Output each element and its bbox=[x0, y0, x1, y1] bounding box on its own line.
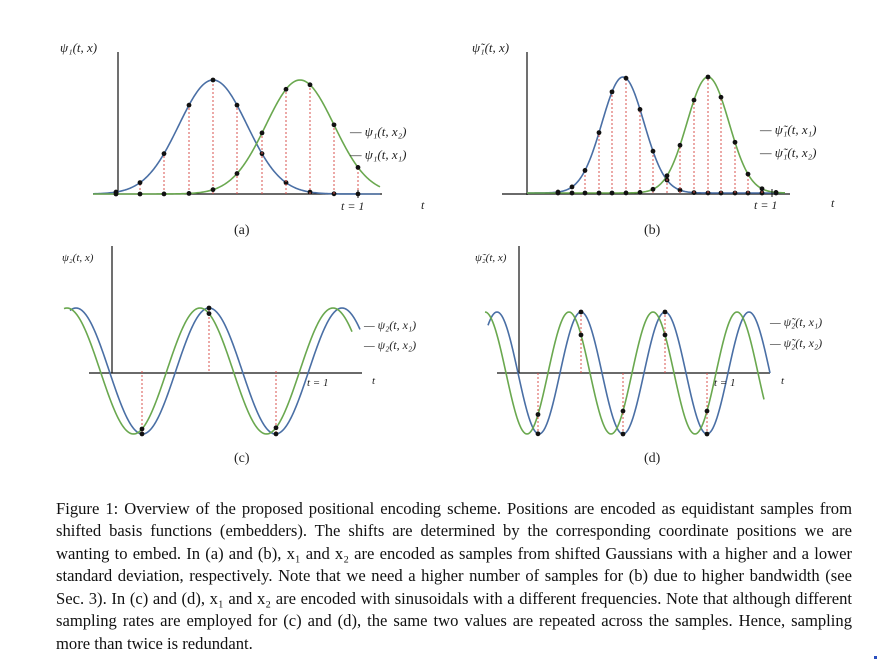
x1-sample-point bbox=[234, 171, 240, 176]
x1-sample-point bbox=[259, 130, 265, 136]
y-axis-label: ψ₂(t, x) bbox=[62, 252, 94, 264]
panel-label: (c) bbox=[234, 451, 250, 466]
legend-entry-2: — ψ̃₂(t, x₂) bbox=[769, 336, 822, 350]
x2-sample-point bbox=[206, 311, 212, 317]
x1-sample-point bbox=[704, 431, 710, 437]
legend-entry-2: — ψ₂(t, x₂) bbox=[363, 338, 416, 352]
x2-sample-point bbox=[637, 189, 643, 195]
x1-sample-point bbox=[137, 191, 143, 197]
x2-sample-point bbox=[732, 139, 738, 145]
legend-entry-1: — ψ̃₂(t, x₁) bbox=[769, 315, 822, 329]
x1-sample-point bbox=[355, 164, 361, 170]
x2-sample-point bbox=[234, 102, 240, 108]
x2-sample-point bbox=[662, 332, 668, 338]
tick-label: t = 1 bbox=[754, 198, 777, 212]
x2-sample-point bbox=[705, 74, 711, 80]
t-axis-label: t bbox=[421, 198, 425, 212]
legend-entry-1: — ψ̃₁(t, x₁) bbox=[759, 122, 816, 137]
x2-sample-point bbox=[718, 94, 724, 100]
panel-label: (b) bbox=[644, 223, 661, 238]
legend-entry-2: — ψ₁(t, x₁) bbox=[349, 147, 406, 162]
x1-sample-point bbox=[535, 431, 541, 437]
y-axis-label: ψ̃₁(t, x) bbox=[472, 40, 509, 55]
x2-sample-point bbox=[569, 190, 575, 196]
panel-label: (d) bbox=[644, 451, 661, 466]
t-axis-label: t bbox=[831, 196, 835, 210]
x2-sample-point bbox=[620, 408, 626, 414]
x1-sample-point bbox=[273, 431, 279, 437]
x1-sample-point bbox=[161, 191, 167, 197]
x2-sample-point bbox=[139, 426, 145, 432]
corner-mark bbox=[874, 656, 877, 659]
x2-sample-point bbox=[596, 190, 602, 196]
x1-sample-point bbox=[307, 82, 313, 88]
x1-sample-point bbox=[609, 89, 615, 95]
legend-entry-2: — ψ̃₁(t, x₂) bbox=[759, 145, 816, 160]
x1-sample-point bbox=[662, 309, 668, 315]
x1-sample-point bbox=[113, 191, 119, 197]
x2-sample-point bbox=[623, 190, 629, 196]
sinusoid-x2 bbox=[484, 311, 765, 435]
x2-sample-point bbox=[555, 190, 561, 196]
x1-sample-point bbox=[650, 148, 656, 154]
x2-sample-point bbox=[210, 77, 216, 83]
tick-label: t = 1 bbox=[341, 199, 364, 213]
x2-sample-point bbox=[137, 180, 143, 186]
curves bbox=[92, 77, 381, 198]
x1-sample-point bbox=[637, 107, 643, 112]
x2-sample-point bbox=[650, 186, 656, 192]
x1-sample-point bbox=[620, 431, 626, 437]
x1-sample-point bbox=[210, 187, 216, 193]
legend-entry-1: — ψ₁(t, x₂) bbox=[349, 124, 406, 139]
figure-graphic: ψ₁(t, x) t t = 1 — ψ₁(t, x₂) — ψ₁(t, x₁)… bbox=[60, 40, 835, 466]
panel-a: ψ₁(t, x) t t = 1 — ψ₁(t, x₂) — ψ₁(t, x₁)… bbox=[60, 40, 425, 238]
panel-c: ψ₂(t, x) t t = 1 — ψ₂(t, x₁) — ψ₂(t, x₂)… bbox=[62, 246, 416, 466]
panel-b: ψ̃₁(t, x) t t = 1 — ψ̃₁(t, x₁) — ψ̃₁(t, … bbox=[472, 40, 835, 238]
x2-sample-point bbox=[609, 190, 615, 196]
x1-sample-point bbox=[139, 431, 145, 437]
x1-sample-point bbox=[206, 305, 212, 311]
curves bbox=[484, 309, 771, 437]
x2-sample-point bbox=[582, 190, 588, 196]
x1-sample-point bbox=[677, 187, 683, 193]
x2-sample-point bbox=[773, 189, 779, 195]
x1-sample-point bbox=[596, 130, 602, 136]
x2-sample-point bbox=[161, 151, 167, 157]
y-axis-label: ψ₁(t, x) bbox=[60, 40, 97, 55]
t-axis-label: t bbox=[372, 375, 376, 387]
x2-sample-point bbox=[691, 97, 697, 103]
x2-sample-point bbox=[273, 425, 279, 431]
x1-sample-point bbox=[331, 122, 337, 128]
x2-sample-point bbox=[664, 173, 670, 179]
panel-label: (a) bbox=[234, 223, 250, 238]
tick-label: t = 1 bbox=[307, 377, 328, 389]
x1-sample-point bbox=[186, 191, 192, 196]
t-axis-label: t bbox=[781, 375, 785, 387]
x1-sample-point bbox=[283, 86, 289, 92]
x1-sample-point bbox=[623, 75, 629, 81]
x1-sample-point bbox=[569, 184, 575, 190]
x2-sample-point bbox=[578, 332, 584, 338]
x2-sample-point bbox=[759, 186, 765, 192]
tick-label: t = 1 bbox=[714, 377, 735, 389]
x2-sample-point bbox=[677, 142, 683, 148]
curves bbox=[63, 305, 361, 437]
legend-entry-1: — ψ₂(t, x₁) bbox=[363, 318, 416, 332]
x2-sample-point bbox=[535, 412, 541, 417]
x2-sample-point bbox=[704, 408, 710, 414]
x1-sample-point bbox=[582, 168, 588, 173]
x2-sample-point bbox=[186, 102, 192, 108]
sinusoid-x1 bbox=[69, 307, 361, 435]
y-axis-label: ψ̃₂(t, x) bbox=[475, 252, 507, 264]
sinusoid-x1 bbox=[487, 311, 771, 435]
x1-sample-point bbox=[578, 309, 584, 315]
curves bbox=[527, 74, 786, 197]
figure-caption: Figure 1: Overview of the proposed posit… bbox=[56, 498, 852, 653]
panel-d: ψ̃₂(t, x) t t = 1 — ψ̃₂(t, x₁) — ψ̃₂(t, … bbox=[475, 246, 822, 466]
x2-sample-point bbox=[283, 180, 289, 186]
x2-sample-point bbox=[745, 171, 751, 177]
